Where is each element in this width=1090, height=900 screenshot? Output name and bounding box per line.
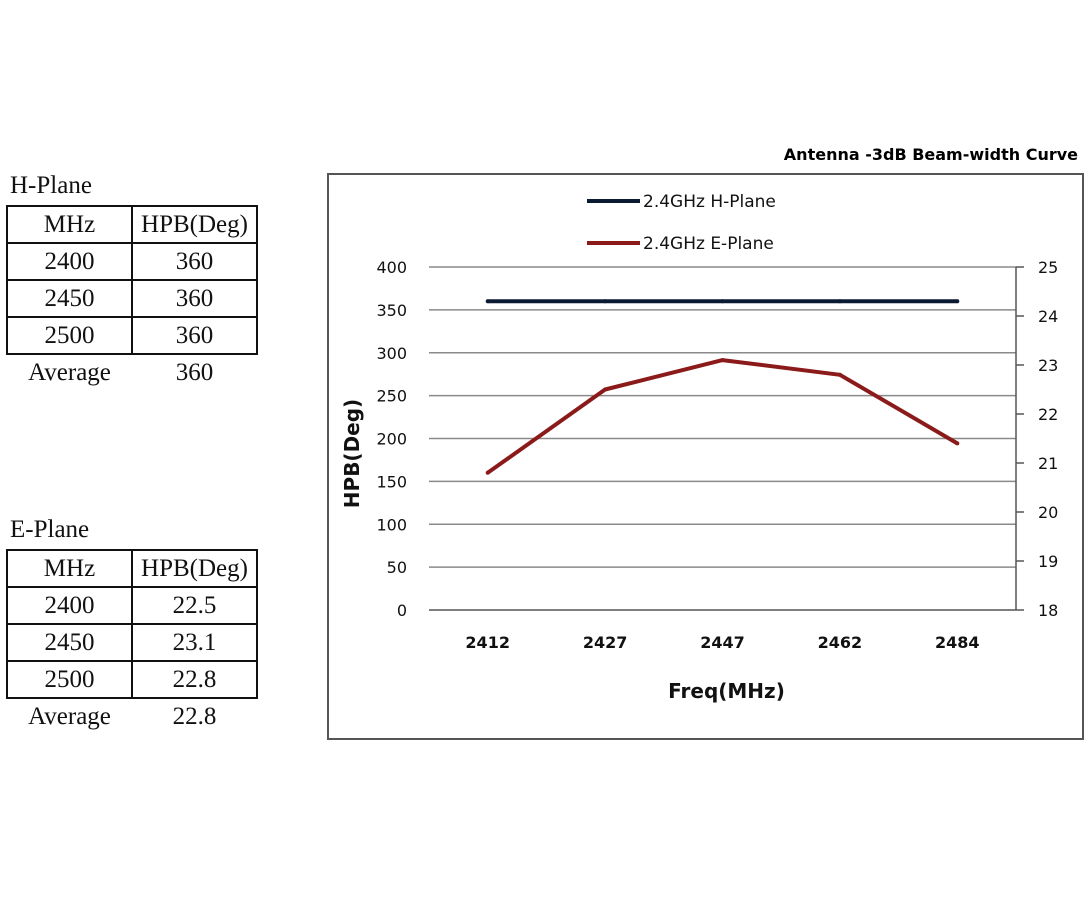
- table-cell: 22.8: [131, 660, 258, 699]
- x-tick-label: 2447: [700, 633, 745, 652]
- table-row: 2450 23.1: [6, 623, 258, 662]
- table-header-cell: MHz: [6, 549, 133, 588]
- table-cell: 23.1: [131, 623, 258, 662]
- table-cell: 2400: [6, 586, 133, 625]
- e-plane-table: MHz HPB(Deg) 2400 22.5 2450 23.1 2500 22…: [6, 549, 258, 734]
- y-tick-label: 150: [376, 472, 407, 491]
- beamwidth-chart: 0 50 100 150 200 250 300 350 400 18 19 20 21 22 23 24 25…: [340, 192, 1058, 703]
- table-header-cell: HPB(Deg): [131, 549, 258, 588]
- y-tick-label: 400: [376, 258, 407, 277]
- x-axis-title: Freq(MHz): [668, 679, 785, 703]
- x-tick-label: 2412: [465, 633, 510, 652]
- y-tick-label: 100: [376, 515, 407, 534]
- y2-tick-label: 24: [1038, 307, 1058, 326]
- y2-tick-label: 25: [1038, 258, 1058, 277]
- legend-label: 2.4GHz E-Plane: [643, 234, 774, 254]
- data-point-1: [955, 441, 960, 446]
- x-tick-label: 2484: [935, 633, 980, 652]
- h-plane-title: H-Plane: [10, 172, 92, 199]
- series-line-1: [486, 358, 959, 475]
- legend-label: 2.4GHz H-Plane: [643, 192, 776, 212]
- average-row: Average 360: [7, 354, 257, 390]
- data-point-1: [720, 358, 725, 363]
- axis-layer: 0 50 100 150 200 250 300 350 400 18 19 20 21 22 23 24 25…: [340, 258, 1058, 703]
- table-header-cell: HPB(Deg): [131, 205, 258, 244]
- y-tick-label: 50: [387, 558, 407, 577]
- y-tick-label: 200: [376, 430, 407, 449]
- grid-layer: [429, 266, 1016, 568]
- y2-tick-label: 23: [1038, 356, 1058, 375]
- y-tick-label: 300: [376, 344, 407, 363]
- chart-title: Antenna -3dB Beam-width Curve: [783, 145, 1078, 164]
- table-row: 2400 22.5: [6, 586, 258, 625]
- e-plane-title: E-Plane: [10, 516, 90, 543]
- y2-tick-label: 18: [1038, 601, 1058, 620]
- table-cell: 2450: [6, 623, 133, 662]
- table-cell: 2500: [6, 660, 133, 699]
- table-header-row: MHz HPB(Deg): [6, 205, 258, 244]
- table-row: 2450 360: [6, 279, 258, 318]
- table-row: 2400 360: [6, 242, 258, 281]
- average-value: 360: [175, 358, 214, 386]
- y2-tick-label: 21: [1038, 454, 1058, 473]
- y2-tick-label: 22: [1038, 405, 1058, 424]
- chart-frame: 0 50 100 150 200 250 300 350 400 18 19 20 21 22 23 24 25…: [327, 173, 1084, 740]
- average-row: Average 22.8: [7, 698, 257, 734]
- h-plane-table: MHz HPB(Deg) 2400 360 2450 360 2500 360 …: [6, 205, 258, 390]
- average-label: Average: [28, 358, 111, 386]
- table-cell: 360: [131, 242, 258, 281]
- legend: 2.4GHz H-Plane 2.4GHz E-Plane: [587, 192, 776, 254]
- table-cell: 360: [131, 316, 258, 355]
- table-row: 2500 360: [6, 316, 258, 355]
- y-axis-title: HPB(Deg): [340, 399, 364, 508]
- data-point-1: [485, 470, 490, 475]
- series-layer: [485, 299, 960, 475]
- x-tick-label: 2427: [583, 633, 628, 652]
- data-point-0: [837, 299, 842, 304]
- data-point-1: [837, 372, 842, 377]
- y2-tick-label: 20: [1038, 503, 1058, 522]
- table-cell: 360: [131, 279, 258, 318]
- average-label: Average: [28, 702, 111, 730]
- data-point-0: [955, 299, 960, 304]
- table-row: 2500 22.8: [6, 660, 258, 699]
- table-cell: 22.5: [131, 586, 258, 625]
- data-point-1: [603, 387, 608, 392]
- y-tick-label: 350: [376, 301, 407, 320]
- average-value: 22.8: [172, 702, 217, 730]
- table-cell: 2450: [6, 279, 133, 318]
- data-point-0: [720, 299, 725, 304]
- table-cell: 2400: [6, 242, 133, 281]
- x-tick-label: 2462: [818, 633, 863, 652]
- table-header-cell: MHz: [6, 205, 133, 244]
- y-tick-label: 250: [376, 387, 407, 406]
- data-point-0: [485, 299, 490, 304]
- data-point-0: [603, 299, 608, 304]
- y2-tick-label: 19: [1038, 552, 1058, 571]
- table-header-row: MHz HPB(Deg): [6, 549, 258, 588]
- y-tick-label: 0: [397, 601, 407, 620]
- table-cell: 2500: [6, 316, 133, 355]
